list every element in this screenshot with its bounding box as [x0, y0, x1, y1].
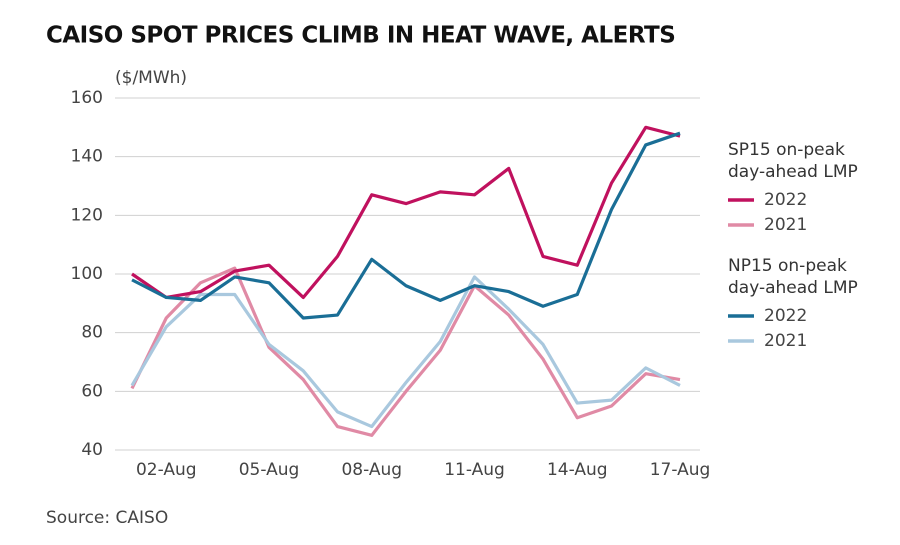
source: Source: CAISO: [46, 508, 168, 528]
legend-group-title: NP15 on-peak: [728, 256, 847, 276]
y-axis-label: ($/MWh): [115, 68, 187, 88]
y-tick-label: 60: [81, 381, 103, 401]
legend-label: 2022: [764, 306, 807, 326]
legend-label: 2022: [764, 190, 807, 210]
x-tick-label: 05-Aug: [239, 460, 300, 480]
y-tick-label: 160: [71, 88, 103, 108]
legend-label: 2021: [764, 215, 807, 235]
y-tick-label: 80: [81, 323, 103, 343]
y-tick-label: 120: [71, 205, 103, 225]
legend-group-title: day-ahead LMP: [728, 162, 858, 182]
series-line: [130, 266, 681, 437]
y-tick-label: 100: [71, 264, 103, 284]
x-tick-label: 02-Aug: [136, 460, 197, 480]
series-line: [131, 131, 681, 320]
x-tick-label: 11-Aug: [444, 460, 505, 480]
x-tick-label: 14-Aug: [547, 460, 608, 480]
x-tick-label: 17-Aug: [650, 460, 711, 480]
legend-group-title: day-ahead LMP: [728, 278, 858, 298]
series-line: [131, 125, 681, 300]
y-tick-label: 140: [71, 147, 103, 167]
chart-title: CAISO SPOT PRICES CLIMB IN HEAT WAVE, AL…: [46, 23, 675, 49]
x-tick-label: 08-Aug: [341, 460, 402, 480]
series-line: [130, 275, 681, 429]
legend-group-title: SP15 on-peak: [728, 140, 845, 160]
y-tick-label: 40: [81, 440, 103, 460]
legend-label: 2021: [764, 331, 807, 351]
